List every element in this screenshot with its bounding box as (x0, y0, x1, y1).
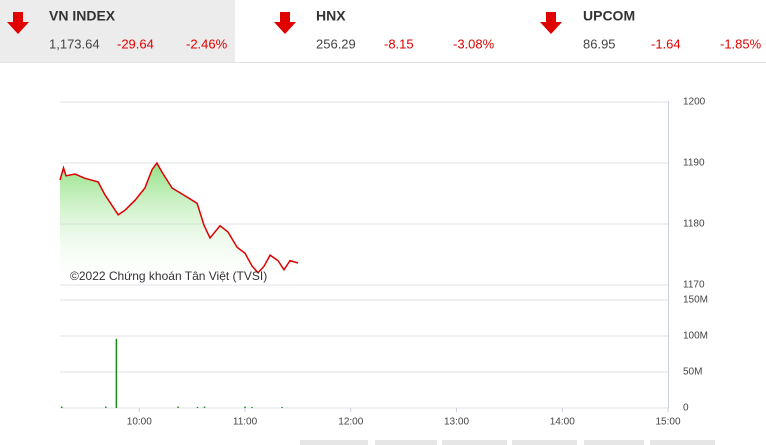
y-tick-label: 1180 (683, 219, 705, 230)
index-percent: -3.08% (453, 36, 495, 51)
volume-bar (281, 406, 283, 408)
active-tab-bg (0, 0, 235, 62)
x-tick-label: 12:00 (338, 417, 363, 428)
y-tick-label: 1190 (683, 158, 705, 169)
y-tick-label: 1170 (683, 280, 705, 291)
index-value: 86.95 (583, 36, 616, 51)
volume-bar (115, 338, 118, 408)
index-value: 256.29 (316, 36, 356, 51)
y-tick-label: 50M (683, 367, 702, 378)
index-percent: -1.85% (720, 36, 762, 51)
volume-bar (196, 406, 199, 408)
volume-bar (177, 406, 179, 408)
down-arrow (7, 12, 29, 34)
area (60, 163, 299, 285)
y-tick-label: 1200 (683, 97, 706, 108)
volume-bar (251, 406, 253, 408)
down-arrow (540, 12, 562, 34)
volume-bar (244, 406, 246, 408)
volume-bar (105, 406, 107, 408)
volume-bar (203, 406, 206, 408)
volume-bar (61, 406, 63, 408)
down-arrow (274, 12, 296, 34)
copyright: ©2022 Chứng khoán Tân Việt (TVSI) (70, 269, 267, 283)
x-tick-label: 11:00 (233, 417, 258, 428)
x-tick-label: 10:00 (127, 417, 152, 428)
x-tick-label: 14:00 (550, 417, 575, 428)
price-line (59, 161, 299, 274)
index-change: -8.15 (384, 36, 414, 51)
index-percent: -2.46% (186, 36, 228, 51)
index-change: -1.64 (651, 36, 681, 51)
index-name: HNX (316, 8, 346, 24)
y-tick-label: 100M (683, 331, 708, 342)
index-name: UPCOM (583, 8, 635, 24)
x-tick-label: 15:00 (655, 417, 680, 428)
y-tick-label: 150M (683, 295, 708, 306)
index-name: VN INDEX (49, 8, 116, 24)
x-tick-label: 13:00 (444, 417, 469, 428)
y-tick-label: 0 (683, 403, 689, 414)
index-value: 1,173.64 (49, 36, 100, 51)
tab-stubs (300, 440, 715, 445)
index-change: -29.64 (117, 36, 154, 51)
